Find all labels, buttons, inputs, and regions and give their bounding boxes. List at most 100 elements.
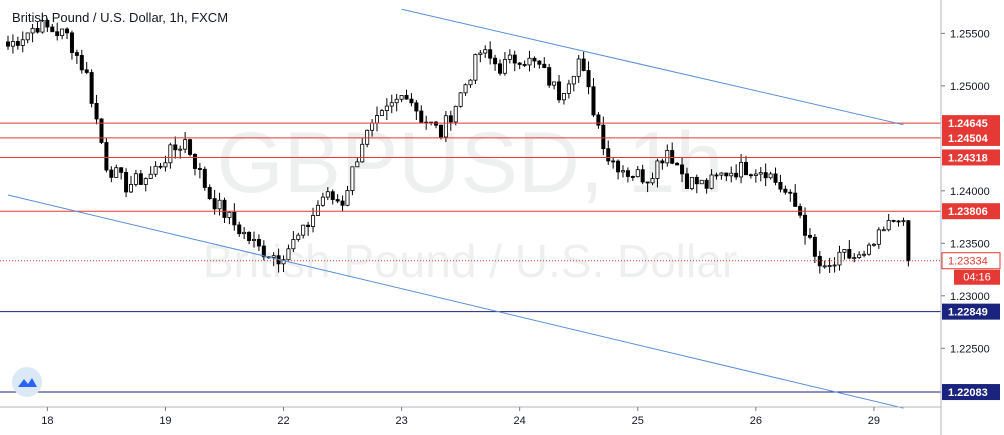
level-price-label: 1.24504 bbox=[948, 133, 989, 145]
candle-body bbox=[763, 172, 768, 179]
candle-body bbox=[886, 220, 891, 231]
candle bbox=[438, 124, 443, 140]
candle-body bbox=[847, 249, 852, 259]
candle bbox=[837, 245, 842, 271]
candle-body bbox=[670, 150, 675, 164]
candle bbox=[606, 140, 611, 165]
candle bbox=[79, 49, 84, 74]
candle bbox=[473, 53, 478, 85]
candle bbox=[89, 69, 94, 108]
candle bbox=[734, 164, 739, 180]
candle-body bbox=[896, 220, 901, 223]
candle-body bbox=[852, 257, 857, 259]
candle-body bbox=[606, 148, 611, 162]
candle-body bbox=[158, 165, 163, 168]
candle-body bbox=[719, 172, 724, 176]
candle-body bbox=[901, 220, 906, 223]
candle bbox=[148, 166, 153, 179]
candle bbox=[15, 36, 20, 50]
candle bbox=[389, 94, 394, 114]
candle-body bbox=[537, 60, 542, 65]
candle bbox=[212, 189, 217, 215]
candle bbox=[616, 159, 621, 180]
candle-body bbox=[586, 70, 591, 88]
candle-body bbox=[247, 231, 252, 241]
candle bbox=[581, 51, 586, 72]
candle-body bbox=[330, 191, 335, 200]
candle bbox=[537, 60, 542, 69]
tradingview-logo-icon[interactable] bbox=[12, 367, 42, 397]
candle-body bbox=[694, 176, 699, 185]
candle-body bbox=[542, 63, 547, 68]
candle bbox=[463, 83, 468, 96]
candle-body bbox=[40, 19, 45, 33]
candle-body bbox=[281, 259, 286, 265]
candle bbox=[192, 153, 197, 176]
candle bbox=[842, 249, 847, 260]
candle-body bbox=[394, 98, 399, 104]
candle-body bbox=[119, 167, 124, 173]
candle bbox=[291, 231, 296, 253]
candle bbox=[886, 213, 891, 232]
candle bbox=[20, 31, 25, 53]
candle bbox=[788, 189, 793, 202]
candle-body bbox=[699, 179, 704, 185]
candle bbox=[704, 178, 709, 194]
level-price-tag bbox=[942, 203, 1000, 220]
candle-body bbox=[419, 110, 424, 123]
x-tick-label: 25 bbox=[632, 415, 644, 427]
level-price-tag bbox=[942, 384, 1000, 401]
candle bbox=[719, 172, 724, 180]
candle bbox=[207, 184, 212, 201]
x-tick-label: 22 bbox=[277, 415, 289, 427]
candle bbox=[242, 227, 247, 240]
candle bbox=[355, 157, 360, 168]
candle bbox=[325, 187, 330, 201]
level-price-tag bbox=[942, 149, 1000, 166]
candle-body bbox=[862, 253, 867, 256]
candle bbox=[876, 227, 881, 249]
candle-body bbox=[635, 169, 640, 178]
candle-body bbox=[325, 191, 330, 198]
candle-body bbox=[561, 92, 566, 101]
candle bbox=[114, 164, 119, 178]
candle bbox=[827, 257, 832, 273]
candle bbox=[404, 89, 409, 100]
candle bbox=[50, 24, 55, 33]
candle-body bbox=[729, 172, 734, 177]
candle bbox=[621, 165, 626, 178]
candle bbox=[138, 170, 143, 185]
candle-body bbox=[15, 41, 20, 46]
candle-body bbox=[350, 166, 355, 191]
candle bbox=[689, 176, 694, 191]
candle-body bbox=[552, 81, 557, 86]
current-price-tag bbox=[941, 252, 1001, 270]
candle bbox=[483, 45, 488, 58]
candle bbox=[512, 50, 517, 72]
candle bbox=[281, 255, 286, 272]
y-tick-label: 1.23500 bbox=[950, 238, 990, 250]
candle bbox=[261, 240, 266, 261]
candle-body bbox=[306, 224, 311, 227]
candle bbox=[178, 145, 183, 159]
candle bbox=[173, 136, 178, 159]
candle-body bbox=[384, 105, 389, 112]
candle bbox=[232, 203, 237, 231]
candle-body bbox=[483, 49, 488, 54]
candle-body bbox=[60, 28, 65, 37]
candle bbox=[714, 172, 719, 180]
candle-body bbox=[74, 52, 79, 56]
candle-body bbox=[611, 160, 616, 163]
candle bbox=[104, 137, 109, 173]
candle-body bbox=[217, 199, 222, 210]
candle bbox=[468, 79, 473, 88]
candle bbox=[60, 28, 65, 40]
candle-body bbox=[301, 224, 306, 236]
candle bbox=[251, 231, 256, 248]
candle bbox=[744, 155, 749, 176]
candle bbox=[670, 142, 675, 165]
candle bbox=[202, 166, 207, 191]
candle bbox=[832, 257, 837, 273]
candle-body bbox=[311, 215, 316, 227]
